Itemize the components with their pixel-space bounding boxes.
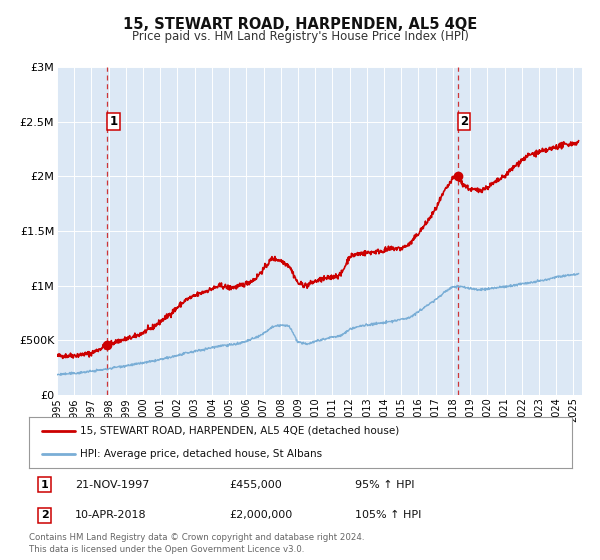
Text: £2,000,000: £2,000,000 xyxy=(230,510,293,520)
Text: £455,000: £455,000 xyxy=(230,479,283,489)
Text: Price paid vs. HM Land Registry's House Price Index (HPI): Price paid vs. HM Land Registry's House … xyxy=(131,30,469,43)
Text: 95% ↑ HPI: 95% ↑ HPI xyxy=(355,479,414,489)
Text: Contains HM Land Registry data © Crown copyright and database right 2024.
This d: Contains HM Land Registry data © Crown c… xyxy=(29,533,364,554)
Text: 21-NOV-1997: 21-NOV-1997 xyxy=(75,479,149,489)
Text: 2: 2 xyxy=(41,510,49,520)
Text: 105% ↑ HPI: 105% ↑ HPI xyxy=(355,510,421,520)
Text: 1: 1 xyxy=(41,479,49,489)
Text: 2: 2 xyxy=(460,115,469,128)
Text: HPI: Average price, detached house, St Albans: HPI: Average price, detached house, St A… xyxy=(80,449,323,459)
Text: 10-APR-2018: 10-APR-2018 xyxy=(75,510,146,520)
Text: 1: 1 xyxy=(109,115,118,128)
Text: 15, STEWART ROAD, HARPENDEN, AL5 4QE: 15, STEWART ROAD, HARPENDEN, AL5 4QE xyxy=(123,17,477,32)
Text: 15, STEWART ROAD, HARPENDEN, AL5 4QE (detached house): 15, STEWART ROAD, HARPENDEN, AL5 4QE (de… xyxy=(80,426,400,436)
